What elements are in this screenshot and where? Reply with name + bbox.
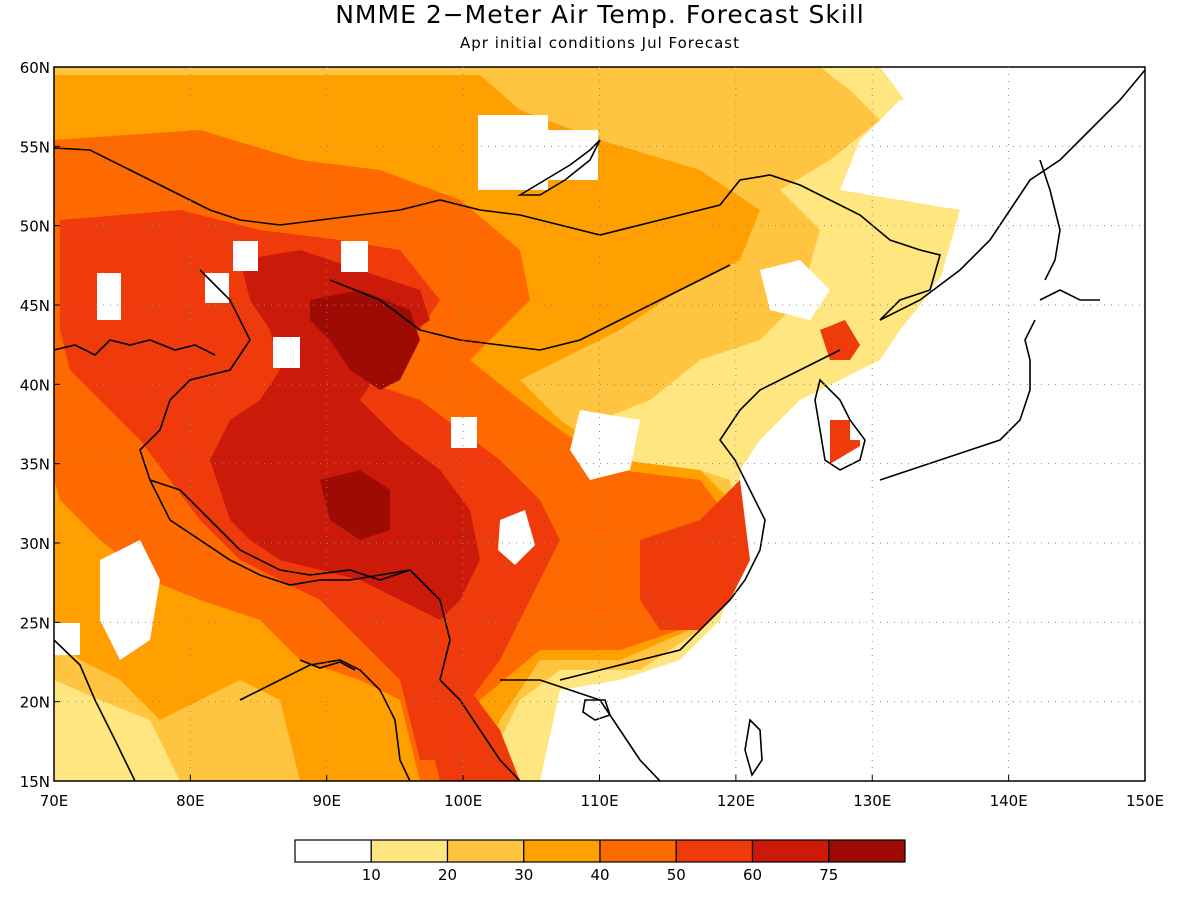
colorbar-swatch [751,839,830,863]
lake-baikal [517,139,601,196]
coast-sakhalin [1039,159,1061,281]
coast-west [54,339,216,356]
colorbar-label: 10 [362,866,381,884]
coast-russia-far-east [879,69,1145,321]
lat-tick-label: 50N [20,218,50,236]
skill-level-75-south [320,470,390,540]
colorbar-label: 60 [743,866,762,884]
coast-hainan [582,699,612,721]
coast-bangladesh [299,659,356,671]
axis-ticks: 70E 80E 90E 100E 110E 120E 130E 140E 150E 15N 20N 2… [20,59,1164,810]
colorbar-swatch [523,839,601,863]
missing-data-cell [548,130,598,180]
colorbar: 10 20 30 40 50 60 75 [294,839,906,884]
lat-tick-label: 30N [20,535,50,553]
skill-patch-korea [830,420,860,470]
colorbar-swatch [370,839,449,863]
coast-india [54,639,411,781]
low-skill-hole-east [760,67,1145,781]
lat-tick-label: 25N [20,614,50,632]
border-himalaya [149,479,451,681]
lat-tick-label: 60N [20,59,50,77]
coast-korea [814,378,866,471]
colorbar-swatch [599,839,677,863]
missing-data-cell [233,241,258,271]
skill-patch-northeast-china [820,320,860,360]
missing-data-cell [97,273,121,320]
map-title: NMME 2−Meter Air Temp. Forecast Skill [335,0,865,29]
skill-level-75 [310,290,420,390]
colorbar-label: 40 [590,866,609,884]
gridlines [54,67,1145,781]
lon-tick-label: 100E [444,792,482,810]
lon-tick-label: 120E [717,792,755,810]
border-mongolia-china [329,264,731,351]
lon-tick-label: 70E [40,792,69,810]
coast-taiwan [744,718,763,777]
lon-tick-label: 90E [312,792,341,810]
skill-patch-indochina [420,690,520,781]
low-skill-hole-india [100,540,160,660]
low-skill-hole-sichuan [498,510,535,565]
missing-data-cell [451,417,477,448]
lon-tick-label: 140E [990,792,1028,810]
missing-data-cell [341,241,368,272]
lon-tick-label: 130E [853,792,891,810]
map-subtitle: Apr initial conditions Jul Forecast [459,34,740,52]
colorbar-swatch [675,839,754,863]
lon-tick-label: 150E [1126,792,1164,810]
colorbar-label: 20 [438,866,457,884]
colorbar-label: 50 [667,866,686,884]
skill-patch-southeast-china [640,480,750,630]
lat-tick-label: 45N [20,297,50,315]
colorbar-swatch [294,839,372,863]
colorbar-label: 30 [514,866,533,884]
lat-tick-label: 20N [20,694,50,712]
lat-tick-label: 55N [20,138,50,156]
lat-tick-label: 40N [20,376,50,394]
lat-tick-label: 35N [20,456,50,474]
missing-data-cell [478,115,548,190]
low-skill-hole-ne-china [760,260,830,320]
colorbar-label: 75 [819,866,838,884]
coast-japan [879,289,1100,481]
coast-china-east [559,349,841,681]
missing-data-cell [54,623,80,655]
missing-data-cell [273,337,300,368]
coastlines-and-borders [54,69,1145,781]
lat-tick-label: 15N [20,773,50,791]
colorbar-swatch [828,839,906,863]
lon-tick-label: 80E [176,792,205,810]
lon-tick-label: 110E [580,792,618,810]
low-skill-hole-central-china [570,410,640,480]
colorbar-swatch [446,839,525,863]
border-china-west [139,269,431,591]
